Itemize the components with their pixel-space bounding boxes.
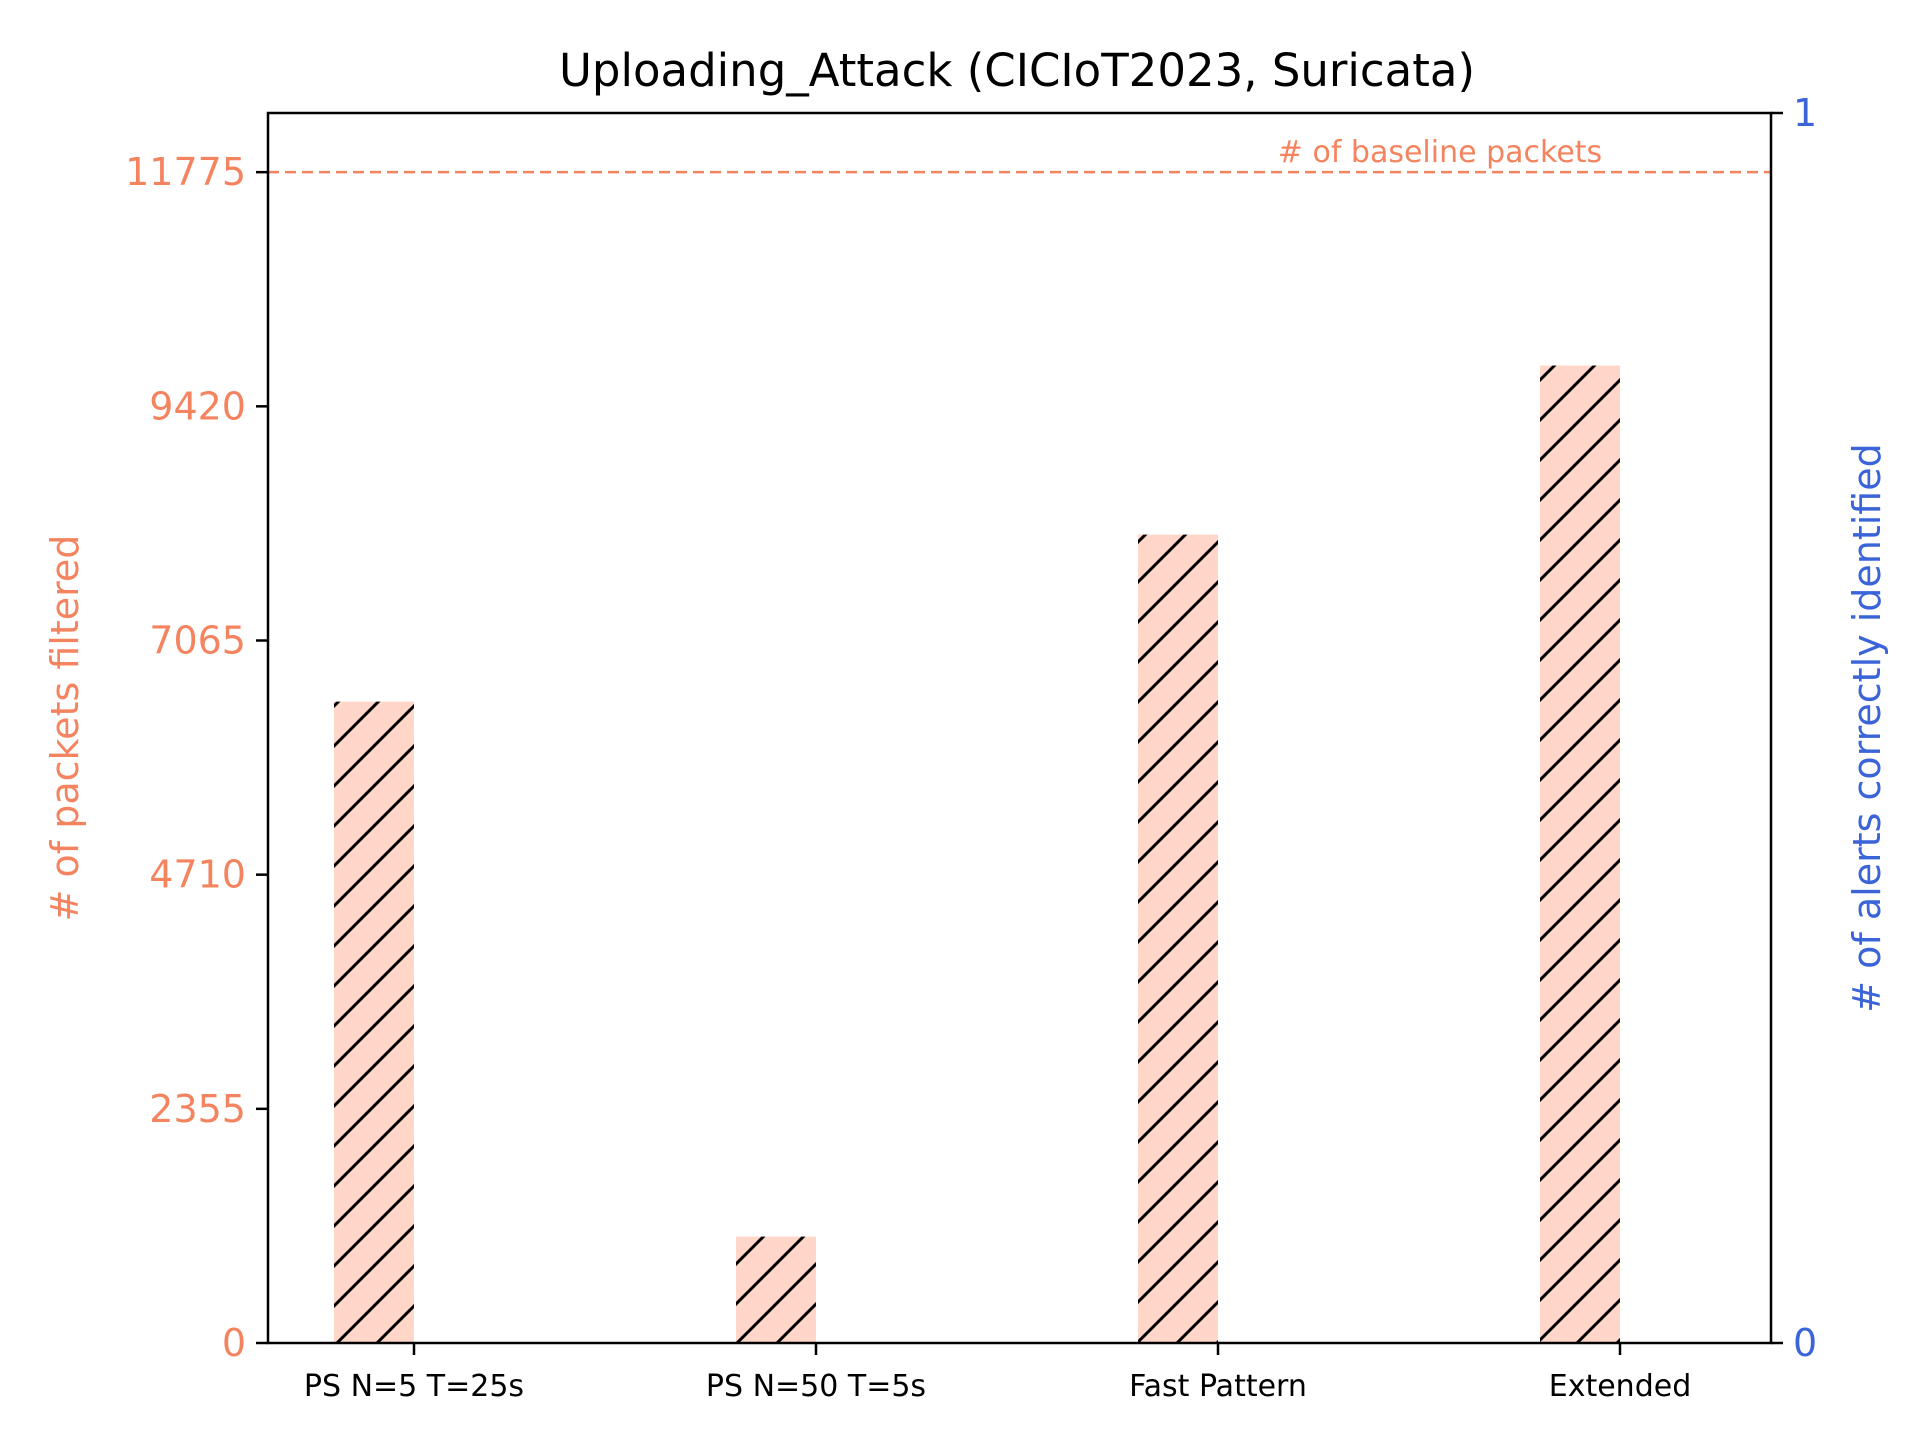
left-axis-ticks: 0 2355 4710 7065 9420 11775: [125, 150, 268, 1365]
bar-hatch: [1540, 365, 1620, 1344]
x-tick-label: Fast Pattern: [1129, 1369, 1307, 1404]
left-tick-label: 11775: [125, 150, 246, 194]
right-axis-label: # of alerts correctly identified: [1845, 443, 1889, 1012]
left-tick-label: 4710: [149, 853, 246, 897]
right-tick-label: 1: [1793, 91, 1817, 135]
right-tick-label: 0: [1793, 1321, 1817, 1365]
bar-hatch: [736, 1236, 816, 1343]
right-axis-ticks: 01: [1771, 91, 1817, 1365]
bar-hatch: [334, 701, 414, 1343]
x-tick-label: PS N=50 T=5s: [706, 1369, 926, 1404]
bar: [1138, 534, 1218, 1343]
left-tick-label: 2355: [149, 1087, 246, 1131]
x-tick-label: Extended: [1549, 1369, 1692, 1404]
bar: [736, 1236, 816, 1343]
left-tick-label: 0: [222, 1321, 246, 1365]
plot-frame: [266, 111, 1773, 1345]
left-tick-label: 7065: [149, 618, 246, 662]
x-tick-label: PS N=5 T=25s: [304, 1369, 524, 1404]
chart-title: Uploading_Attack (CICIoT2023, Suricata): [559, 44, 1475, 97]
bar: [334, 701, 414, 1343]
left-tick-label: 9420: [149, 384, 246, 428]
bar-hatch: [1138, 534, 1218, 1343]
baseline-label: # of baseline packets: [1278, 135, 1602, 170]
bar: [1540, 365, 1620, 1344]
baseline: # of baseline packets: [268, 135, 1771, 174]
x-axis-ticks: PS N=5 T=25s PS N=50 T=5s Fast Pattern Exte…: [304, 1343, 1691, 1404]
bars: [334, 365, 1620, 1344]
left-axis-label: # of packets filtered: [43, 535, 87, 922]
